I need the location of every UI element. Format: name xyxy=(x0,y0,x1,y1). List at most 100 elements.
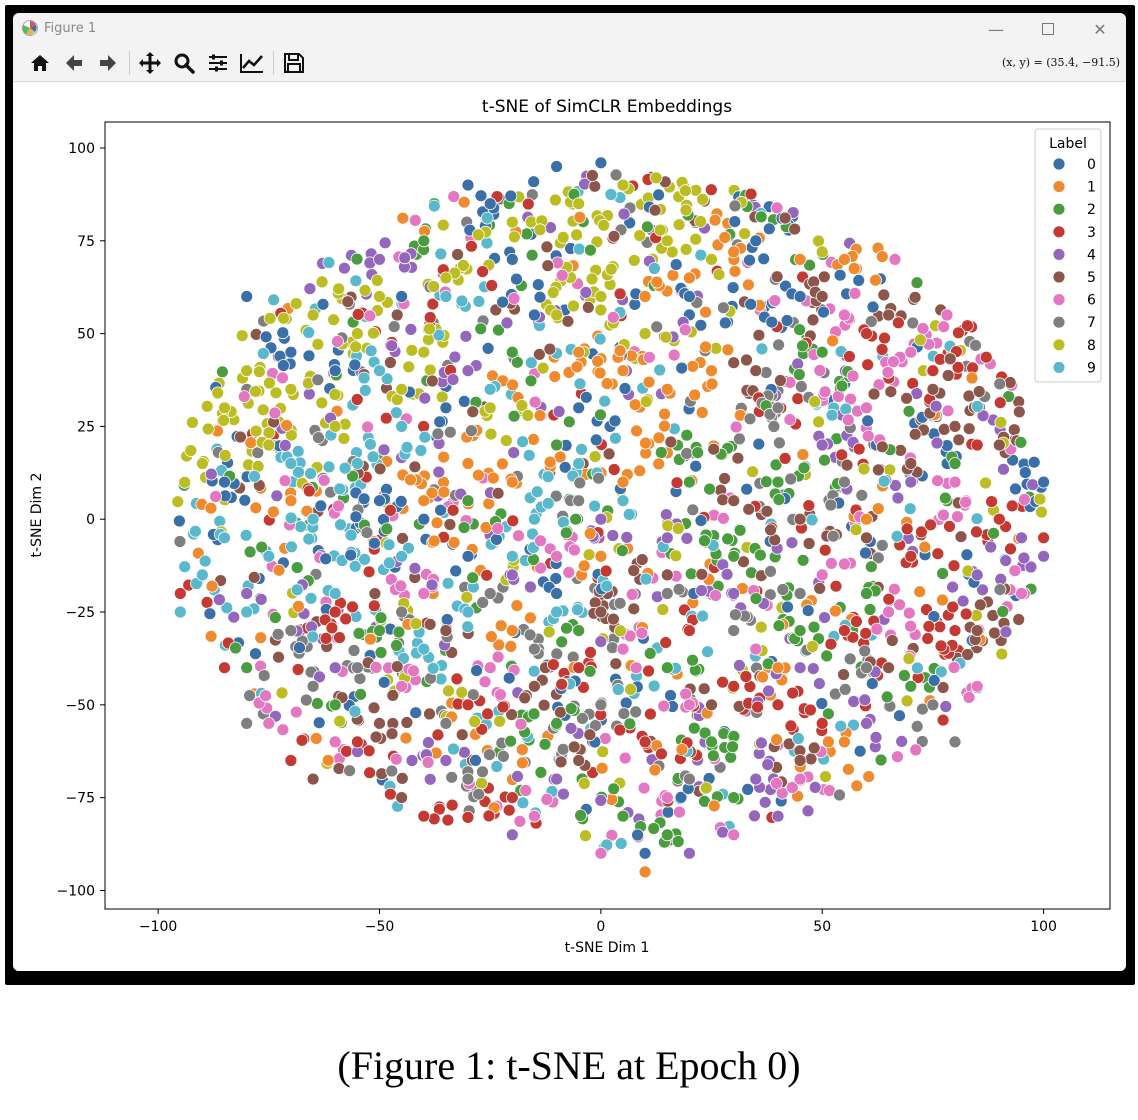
data-point xyxy=(468,715,482,728)
data-point-label-1 xyxy=(417,494,431,508)
data-point xyxy=(617,207,631,221)
data-point xyxy=(900,522,914,536)
data-point-label-0 xyxy=(483,197,497,211)
data-point xyxy=(956,594,970,608)
data-point xyxy=(653,223,667,237)
data-point xyxy=(931,547,945,561)
figure-canvas[interactable]: −100 −50 0 50 100 100 75 50 25 0 −25 −50 −75 −100 t-S… xyxy=(13,82,1126,971)
data-point xyxy=(908,427,922,441)
data-point-label-4 xyxy=(904,475,918,489)
data-point xyxy=(328,388,342,401)
data-point xyxy=(834,719,848,733)
data-point xyxy=(319,632,333,645)
data-point xyxy=(698,534,711,548)
pan-button[interactable] xyxy=(135,49,165,77)
data-point xyxy=(272,650,285,664)
data-point xyxy=(577,559,591,573)
data-point xyxy=(641,220,654,234)
data-point xyxy=(699,781,713,795)
data-point xyxy=(686,503,700,517)
data-point-label-1 xyxy=(284,494,298,508)
data-point xyxy=(675,361,689,375)
data-point xyxy=(833,788,846,802)
data-point-label-4 xyxy=(594,512,608,526)
data-point xyxy=(875,440,889,454)
data-point xyxy=(635,553,649,567)
data-point xyxy=(357,371,371,385)
data-point xyxy=(203,607,217,621)
data-point xyxy=(716,675,729,689)
legend-label: 9 xyxy=(1087,360,1096,376)
data-point xyxy=(407,664,420,678)
data-point xyxy=(863,603,877,616)
data-point xyxy=(423,363,437,377)
data-point xyxy=(507,230,521,244)
data-point xyxy=(937,422,951,436)
data-point xyxy=(915,735,929,748)
data-point xyxy=(506,514,520,528)
data-point xyxy=(594,635,608,648)
data-point xyxy=(911,661,924,675)
legend-label: 4 xyxy=(1087,247,1096,263)
data-point-label-5 xyxy=(395,791,409,804)
data-point-label-6 xyxy=(815,568,829,582)
data-point xyxy=(910,720,924,733)
data-point xyxy=(902,404,916,418)
data-point-label-2 xyxy=(550,438,563,452)
save-button[interactable] xyxy=(279,49,309,77)
edit-axis-button[interactable] xyxy=(237,49,267,77)
data-point-label-2 xyxy=(948,457,962,470)
y-tick-label: 0 xyxy=(86,512,95,528)
data-point xyxy=(921,632,935,645)
data-point xyxy=(213,514,227,528)
data-point xyxy=(756,670,769,684)
maximize-button[interactable] xyxy=(1025,13,1071,45)
data-point xyxy=(533,409,547,422)
data-point xyxy=(622,507,636,521)
close-button[interactable]: ✕ xyxy=(1077,13,1123,45)
zoom-button[interactable] xyxy=(169,49,199,77)
data-point xyxy=(817,305,830,319)
data-point xyxy=(362,744,376,758)
data-point xyxy=(277,311,291,325)
data-point xyxy=(639,572,653,586)
data-point xyxy=(818,543,832,557)
data-point xyxy=(294,520,308,534)
data-point xyxy=(443,425,457,439)
data-point xyxy=(670,476,684,490)
minimize-button[interactable]: — xyxy=(973,13,1019,45)
data-point xyxy=(804,703,817,717)
data-point xyxy=(368,587,382,601)
back-button[interactable] xyxy=(59,49,89,77)
data-point-label-2 xyxy=(550,717,563,730)
data-point xyxy=(829,579,843,593)
toolbar-separator xyxy=(129,51,130,75)
data-point xyxy=(466,571,480,585)
data-point xyxy=(471,468,485,482)
title-bar[interactable]: Figure 1 — ✕ xyxy=(13,13,1126,45)
data-point-label-5 xyxy=(882,308,895,322)
data-point xyxy=(959,495,972,509)
data-point-label-5 xyxy=(439,624,453,637)
home-button[interactable] xyxy=(25,49,55,77)
data-point xyxy=(239,528,253,542)
data-point xyxy=(972,385,986,398)
x-tick-label: −50 xyxy=(365,919,395,935)
data-point-label-1 xyxy=(594,549,608,563)
forward-button[interactable] xyxy=(93,49,123,77)
data-point xyxy=(647,679,661,693)
data-point xyxy=(418,391,432,405)
data-point-label-1 xyxy=(505,624,519,637)
data-point-label-6 xyxy=(860,401,873,415)
configure-subplots-button[interactable] xyxy=(203,49,233,77)
data-point xyxy=(449,564,463,578)
navigation-toolbar: (x, y) = (35.4, −91.5) xyxy=(13,45,1126,82)
data-point-label-0 xyxy=(793,290,807,303)
data-point xyxy=(200,399,214,413)
data-point xyxy=(703,482,716,496)
data-point xyxy=(184,444,198,458)
data-point xyxy=(969,338,982,352)
data-point-label-2 xyxy=(660,828,674,842)
data-point xyxy=(521,408,535,422)
